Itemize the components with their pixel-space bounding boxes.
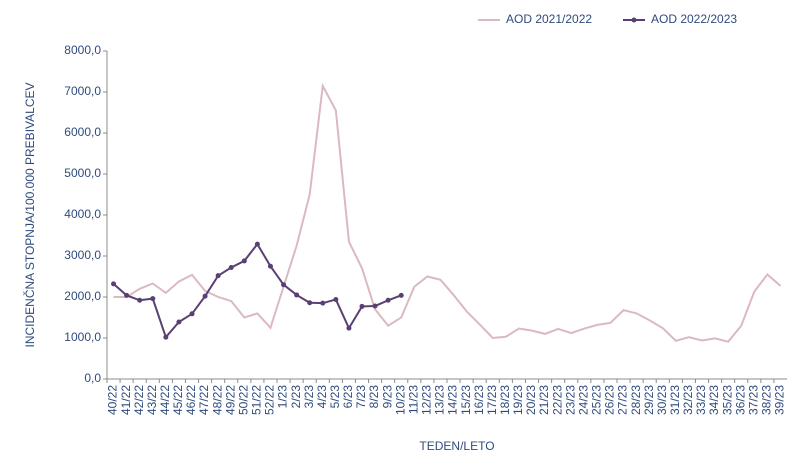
- data-point: [241, 258, 247, 264]
- x-tick-label: 16/23: [472, 385, 486, 415]
- data-point: [150, 296, 156, 302]
- legend-label: AOD 2022/2023: [651, 12, 737, 26]
- x-tick-label: 34/23: [707, 385, 721, 415]
- x-tick-label: 5/23: [328, 385, 342, 409]
- y-tick-label: 8000,0: [64, 43, 101, 57]
- data-point: [333, 296, 339, 302]
- x-tick-label: 31/23: [668, 385, 682, 415]
- data-point: [189, 311, 195, 317]
- x-tick-label: 11/23: [406, 385, 420, 414]
- x-tick-label: 2/23: [289, 385, 303, 409]
- data-point: [346, 325, 352, 331]
- data-point: [398, 292, 404, 298]
- x-tick-label: 1/23: [276, 385, 290, 409]
- x-tick-label: 10/23: [393, 385, 407, 415]
- data-point: [111, 281, 117, 287]
- x-tick-label: 27/23: [616, 385, 630, 415]
- x-tick-label: 13/23: [433, 385, 447, 415]
- x-tick-label: 20/23: [524, 385, 538, 415]
- x-tick-label: 46/22: [184, 385, 198, 415]
- x-tick-label: 3/23: [302, 385, 316, 409]
- x-tick-label: 15/23: [459, 385, 473, 415]
- data-point: [163, 334, 169, 340]
- y-tick-label: 1000,0: [64, 330, 101, 344]
- x-tick-label: 41/22: [119, 385, 133, 415]
- x-tick-label: 35/23: [720, 385, 734, 415]
- data-point: [320, 300, 326, 306]
- y-tick-label: 2000,0: [64, 289, 101, 303]
- x-tick-label: 44/22: [158, 385, 172, 415]
- data-point: [372, 303, 378, 309]
- x-tick-label: 33/23: [694, 385, 708, 415]
- data-point: [124, 292, 130, 298]
- legend-label: AOD 2021/2022: [506, 12, 592, 26]
- x-tick-label: 29/23: [642, 385, 656, 415]
- data-point: [307, 300, 313, 306]
- x-tick-label: 6/23: [341, 385, 355, 409]
- x-tick-label: 36/23: [733, 385, 747, 415]
- x-tick-label: 39/23: [773, 385, 787, 415]
- x-tick-label: 30/23: [655, 385, 669, 415]
- x-tick-label: 43/22: [145, 385, 159, 415]
- x-tick-label: 17/23: [485, 385, 499, 415]
- data-point: [267, 263, 273, 269]
- x-tick-label: 40/22: [106, 385, 120, 415]
- x-tick-label: 18/23: [498, 385, 512, 415]
- data-point: [254, 241, 260, 247]
- data-point: [294, 292, 300, 298]
- data-point: [359, 303, 365, 309]
- data-point: [228, 264, 234, 270]
- x-tick-label: 7/23: [354, 385, 368, 409]
- x-tick-label: 23/23: [563, 385, 577, 415]
- series-line: [113, 82, 782, 343]
- data-point: [202, 293, 208, 299]
- x-tick-label: 28/23: [629, 385, 643, 415]
- x-tick-label: 48/22: [210, 385, 224, 415]
- x-axis-title: TEDEN/LETO: [419, 439, 494, 453]
- x-tick-label: 50/22: [236, 385, 250, 415]
- x-tick-label: 45/22: [171, 385, 185, 415]
- y-tick-label: 7000,0: [64, 84, 101, 98]
- x-tick-label: 38/23: [760, 385, 774, 415]
- x-tick-label: 22/23: [550, 385, 564, 415]
- x-tick-label: 12/23: [420, 385, 434, 415]
- data-point: [281, 282, 287, 288]
- data-point: [215, 273, 221, 279]
- x-tick-label: 42/22: [132, 385, 146, 415]
- x-tick-label: 4/23: [315, 385, 329, 409]
- x-tick-label: 49/22: [223, 385, 237, 415]
- x-tick-label: 19/23: [511, 385, 525, 415]
- x-tick-label: 8/23: [367, 385, 381, 409]
- x-tick-label: 52/22: [263, 385, 277, 415]
- y-tick-label: 6000,0: [64, 125, 101, 139]
- y-tick-label: 5000,0: [64, 166, 101, 180]
- data-point: [176, 319, 182, 325]
- y-tick-label: 4000,0: [64, 207, 101, 221]
- x-tick-label: 37/23: [746, 385, 760, 415]
- y-tick-label: 0,0: [84, 371, 101, 385]
- x-tick-label: 21/23: [537, 385, 551, 415]
- legend-marker: [631, 17, 637, 23]
- x-tick-label: 14/23: [446, 385, 460, 415]
- data-point: [137, 297, 143, 303]
- x-tick-label: 32/23: [681, 385, 695, 415]
- y-axis-title: INCIDENČNA STOPNJA/100.000 PREBIVALCEV: [22, 83, 37, 348]
- data-point: [385, 297, 391, 303]
- x-tick-label: 9/23: [380, 385, 394, 409]
- x-tick-label: 24/23: [576, 385, 590, 415]
- x-tick-label: 25/23: [590, 385, 604, 415]
- x-tick-label: 47/22: [197, 385, 211, 415]
- x-tick-label: 51/22: [250, 385, 264, 415]
- y-tick-label: 3000,0: [64, 248, 101, 262]
- x-tick-label: 26/23: [603, 385, 617, 415]
